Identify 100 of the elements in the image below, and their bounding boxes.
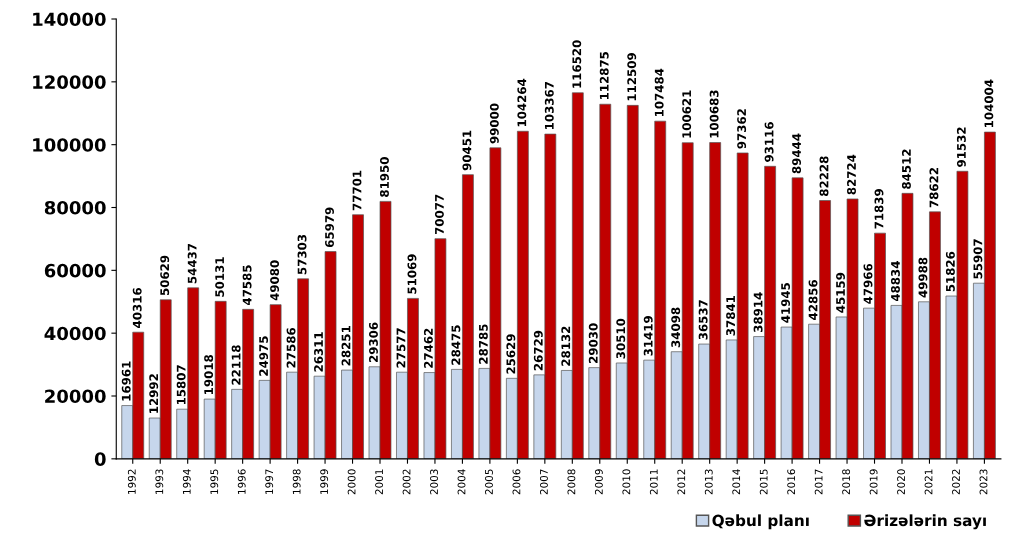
data-label: 47585 <box>242 265 252 306</box>
data-label: 104264 <box>517 78 527 127</box>
data-label: 49080 <box>270 260 280 301</box>
data-label: 55907 <box>973 239 983 279</box>
x-tick-label: 2005 <box>485 469 493 495</box>
data-label: 28132 <box>561 326 571 366</box>
data-label: 51826 <box>945 251 955 292</box>
data-label: 57303 <box>297 234 307 275</box>
x-tick-label: 2001 <box>375 469 384 495</box>
y-tick-label: 20000 <box>45 389 106 404</box>
x-tick-label: 2011 <box>649 469 658 495</box>
y-tick-label: 100000 <box>33 138 106 152</box>
data-label: 27586 <box>286 327 296 368</box>
x-tick-label: 2020 <box>897 469 906 495</box>
x-tick-label: 1995 <box>210 469 219 494</box>
data-label: 77701 <box>352 170 362 211</box>
x-tick-label: 2007 <box>539 469 548 495</box>
data-label: 89444 <box>792 133 802 174</box>
x-tick-label: 2016 <box>787 469 796 495</box>
x-tick-label: 2002 <box>402 469 411 495</box>
data-label: 93116 <box>764 122 774 162</box>
x-tick-label: 1992 <box>127 469 136 494</box>
data-label: 50629 <box>160 255 170 296</box>
data-label: 30510 <box>616 318 626 359</box>
data-label: 91532 <box>956 127 966 167</box>
x-tick-label: 1993 <box>155 469 164 494</box>
legend-label: Ərizələrin sayı <box>864 514 986 530</box>
x-tick-label: 2004 <box>457 469 466 495</box>
data-label: 29306 <box>369 322 378 363</box>
data-label: 45159 <box>836 272 845 313</box>
data-label: 41945 <box>781 283 791 323</box>
x-tick-label: 1998 <box>292 469 301 494</box>
data-label: 47966 <box>863 263 873 304</box>
data-label: 49988 <box>918 257 928 298</box>
x-tick-label: 2000 <box>347 469 356 495</box>
data-label: 34098 <box>671 307 681 348</box>
data-label: 97362 <box>737 109 747 149</box>
data-label: 100683 <box>709 90 719 138</box>
data-label: 50131 <box>215 257 225 297</box>
data-label: 27462 <box>423 328 433 368</box>
data-label: 29030 <box>588 323 598 363</box>
data-label: 104004 <box>984 79 994 127</box>
x-tick-label: 2010 <box>622 469 631 495</box>
x-tick-label: 2017 <box>814 469 823 495</box>
x-tick-label: 1997 <box>265 469 274 494</box>
x-tick-label: 2008 <box>567 469 576 495</box>
data-label: 99000 <box>489 103 499 144</box>
y-tick-label: 120000 <box>33 75 106 89</box>
x-tick-label: 2022 <box>952 469 960 495</box>
data-label: 38914 <box>753 292 763 333</box>
data-label: 19018 <box>204 354 214 394</box>
data-label: 15807 <box>176 365 186 405</box>
data-label: 28785 <box>478 324 488 364</box>
data-label: 112875 <box>599 51 609 100</box>
data-label: 26729 <box>533 330 543 371</box>
y-tick-label: 40000 <box>44 326 106 341</box>
data-label: 25629 <box>506 334 516 374</box>
x-tick-label: 2012 <box>677 469 686 495</box>
data-label: 12992 <box>149 374 159 413</box>
data-label: 26311 <box>314 332 323 372</box>
data-label: 84512 <box>901 149 911 189</box>
data-label: 107484 <box>654 68 664 117</box>
x-tick-label: 1996 <box>237 469 246 494</box>
y-tick-label: 140000 <box>33 12 106 27</box>
x-tick-label: 1994 <box>182 469 191 494</box>
x-tick-label: 2015 <box>759 469 768 495</box>
data-label: 100621 <box>682 90 692 138</box>
data-label: 82228 <box>819 156 829 197</box>
x-tick-label: 2019 <box>869 469 878 495</box>
data-label: 54437 <box>187 243 197 284</box>
data-label: 116520 <box>572 40 582 88</box>
data-label: 65979 <box>325 207 334 248</box>
data-label: 103367 <box>544 81 554 129</box>
data-label: 28251 <box>341 326 351 366</box>
x-tick-label: 2021 <box>924 469 933 495</box>
data-label: 82724 <box>847 154 856 195</box>
y-tick-label: 60000 <box>44 263 106 278</box>
data-label: 36537 <box>698 300 708 340</box>
data-label: 27577 <box>396 328 406 368</box>
x-tick-label: 1999 <box>320 469 329 494</box>
data-label: 112509 <box>627 53 637 101</box>
x-tick-label: 2006 <box>512 469 521 495</box>
x-tick-label: 2003 <box>430 469 438 495</box>
y-tick-label: 80000 <box>44 200 106 215</box>
data-label: 71839 <box>874 189 884 229</box>
x-tick-label: 2018 <box>842 469 851 495</box>
data-label: 48834 <box>890 261 900 302</box>
data-label: 40316 <box>132 287 142 328</box>
data-label: 31419 <box>643 316 653 356</box>
data-label: 78622 <box>929 168 939 208</box>
data-label: 51069 <box>407 254 417 294</box>
x-tick-label: 2014 <box>732 469 741 495</box>
x-tick-label: 2009 <box>594 469 603 495</box>
data-label: 81950 <box>379 157 389 197</box>
x-tick-label: 2013 <box>704 469 713 495</box>
data-label: 42856 <box>808 279 818 320</box>
data-label: 22118 <box>231 345 241 385</box>
data-label: 28475 <box>451 325 461 365</box>
data-label: 90451 <box>462 130 472 171</box>
legend-label: Qəbul planı <box>712 514 809 530</box>
